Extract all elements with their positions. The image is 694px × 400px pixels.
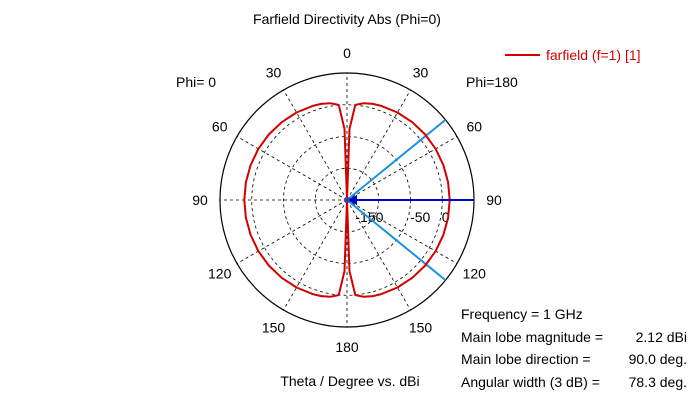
angle-tick-label: 180 (335, 339, 359, 355)
radial-tick-label: 0 (442, 209, 450, 225)
magnitude-value: 2.12 dBi (635, 329, 687, 345)
width-value: 78.3 deg. (628, 374, 687, 390)
center-marker (344, 197, 350, 203)
pattern-curve-phi0 (243, 102, 348, 298)
angle-tick-label: 30 (266, 65, 282, 81)
direction-label: Main lobe direction = (461, 351, 591, 367)
angle-tick-label: 60 (212, 119, 228, 135)
angle-tick-labels: 0 30 60 90 120 150 180 150 120 90 60 30 (192, 45, 502, 355)
grid-spoke (236, 136, 348, 201)
radial-tick-label: -50 (410, 209, 430, 225)
angle-tick-label: 0 (343, 45, 351, 61)
chart-title: Farfield Directivity Abs (Phi=0) (253, 11, 441, 27)
angle-tick-label: 150 (409, 319, 433, 335)
angle-tick-label: 60 (467, 119, 483, 135)
beamwidth-line-1 (346, 119, 447, 201)
grid-spoke (346, 136, 458, 201)
angle-tick-label: 30 (413, 65, 429, 81)
direction-value: 90.0 deg. (628, 351, 687, 367)
angle-tick-label: 120 (208, 266, 232, 282)
magnitude-label: Main lobe magnitude = (461, 329, 604, 345)
angle-tick-label: 90 (486, 192, 502, 208)
angle-tick-label: 150 (262, 319, 286, 335)
x-axis-label: Theta / Degree vs. dBi (280, 373, 420, 389)
width-label: Angular width (3 dB) = (461, 374, 600, 390)
width-row: Angular width (3 dB) = 78.3 deg. (461, 374, 691, 394)
beamwidth-lines (346, 119, 447, 281)
right-phi-label: Phi=180 (466, 74, 518, 90)
radial-tick-labels: -150-500 (355, 209, 449, 225)
left-phi-label: Phi= 0 (176, 74, 216, 90)
main-lobe-arrow (347, 195, 357, 205)
direction-row: Main lobe direction = 90.0 deg. (461, 351, 691, 371)
legend-entry: farfield (f=1) [1] (546, 47, 641, 63)
frequency-row: Frequency = 1 GHz (461, 306, 691, 326)
beamwidth-line-2 (346, 199, 447, 281)
legend: farfield (f=1) [1] (505, 47, 641, 63)
angle-tick-label: 90 (192, 192, 208, 208)
main-lobe-line (344, 195, 474, 205)
angle-tick-label: 120 (463, 266, 487, 282)
grid-spoke (236, 199, 348, 264)
frequency-label: Frequency = 1 GHz (461, 306, 583, 322)
magnitude-row: Main lobe magnitude = 2.12 dBi (461, 329, 691, 349)
